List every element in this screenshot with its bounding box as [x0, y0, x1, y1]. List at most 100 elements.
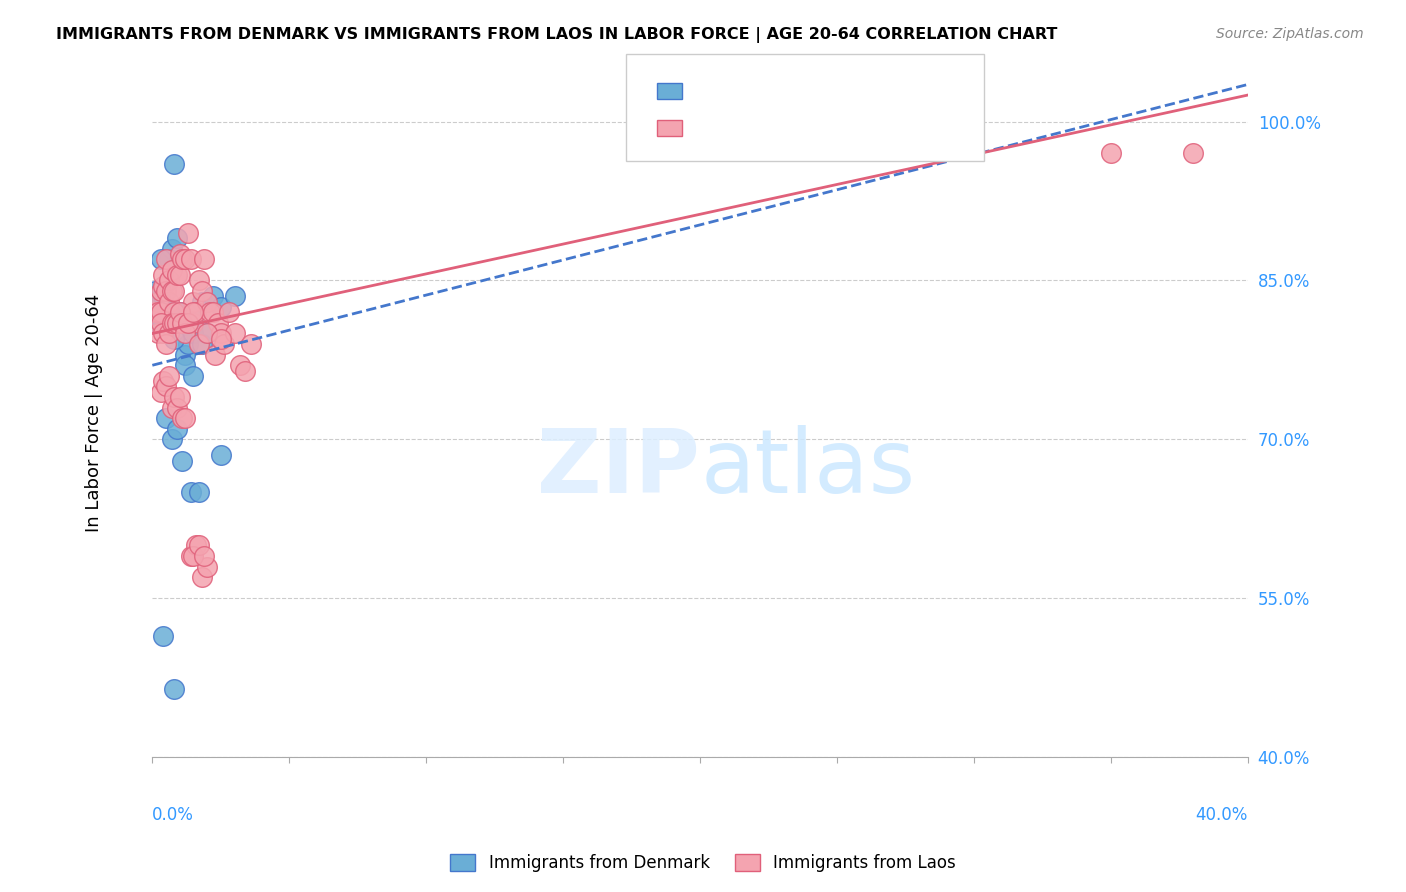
Point [212, 337, 235, 351]
Point [198, 305, 221, 319]
Point [169, 316, 191, 330]
Point [187, 538, 209, 552]
Point [146, 305, 169, 319]
Point [218, 305, 240, 319]
Point [160, 401, 183, 415]
Point [180, 485, 202, 500]
Point [183, 305, 205, 319]
Point [157, 368, 180, 383]
Point [201, 305, 224, 319]
Point [174, 358, 197, 372]
Point [183, 326, 205, 341]
Point [166, 268, 188, 283]
Point [195, 294, 218, 309]
Point [186, 305, 208, 319]
Text: ZIP: ZIP [537, 425, 700, 512]
Point [186, 538, 208, 552]
Point [190, 570, 212, 584]
Point [166, 401, 188, 415]
Point [193, 549, 215, 563]
Point [190, 337, 212, 351]
Point [160, 284, 183, 298]
Text: Source: ZipAtlas.com: Source: ZipAtlas.com [1216, 27, 1364, 41]
Point [180, 252, 202, 267]
Point [163, 316, 186, 330]
Point [209, 300, 232, 314]
Point [152, 326, 174, 341]
Point [152, 289, 174, 303]
Text: IMMIGRANTS FROM DENMARK VS IMMIGRANTS FROM LAOS IN LABOR FORCE | AGE 20-64 CORRE: IMMIGRANTS FROM DENMARK VS IMMIGRANTS FR… [56, 27, 1057, 43]
Point [187, 273, 209, 287]
Point [172, 316, 194, 330]
Point [152, 268, 174, 283]
Point [1099, 146, 1122, 161]
Point [155, 284, 177, 298]
Point [146, 316, 169, 330]
Point [152, 628, 174, 642]
Point [163, 305, 186, 319]
Y-axis label: In Labor Force | Age 20-64: In Labor Force | Age 20-64 [84, 293, 103, 533]
Point [146, 326, 169, 341]
Point [157, 294, 180, 309]
Point [183, 368, 205, 383]
Point [174, 411, 197, 425]
Point [187, 485, 209, 500]
Point [177, 316, 200, 330]
Text: N = 39: N = 39 [848, 80, 911, 98]
Point [239, 337, 262, 351]
Point [235, 363, 257, 377]
Point [209, 332, 232, 346]
Point [155, 379, 177, 393]
Point [195, 326, 218, 341]
Point [187, 337, 209, 351]
Point [172, 252, 194, 267]
Point [163, 157, 186, 171]
Point [1182, 146, 1205, 161]
Text: R = 0.245: R = 0.245 [693, 80, 783, 98]
Point [160, 263, 183, 277]
Text: N = 75: N = 75 [848, 117, 911, 135]
Point [160, 316, 183, 330]
Point [160, 433, 183, 447]
Point [183, 316, 205, 330]
Point [195, 559, 218, 574]
Point [190, 284, 212, 298]
Point [157, 273, 180, 287]
Point [169, 247, 191, 261]
Point [163, 390, 186, 404]
Point [224, 326, 246, 341]
Point [195, 294, 218, 309]
Point [157, 305, 180, 319]
Point [155, 300, 177, 314]
Point [183, 294, 205, 309]
Point [149, 294, 172, 309]
Point [195, 326, 218, 341]
Point [143, 305, 166, 319]
Point [152, 374, 174, 388]
Point [146, 294, 169, 309]
Point [157, 252, 180, 267]
Point [169, 390, 191, 404]
Point [174, 348, 197, 362]
Point [157, 326, 180, 341]
Point [209, 448, 232, 462]
Point [166, 422, 188, 436]
Point [152, 316, 174, 330]
Point [177, 337, 200, 351]
Point [155, 411, 177, 425]
Point [163, 332, 186, 346]
Point [163, 681, 186, 696]
Point [152, 278, 174, 293]
Point [169, 305, 191, 319]
Point [149, 305, 172, 319]
Point [143, 284, 166, 298]
Point [149, 316, 172, 330]
Text: 0.0%: 0.0% [152, 805, 194, 823]
Point [174, 326, 197, 341]
Point [172, 316, 194, 330]
Point [169, 305, 191, 319]
Legend: Immigrants from Denmark, Immigrants from Laos: Immigrants from Denmark, Immigrants from… [443, 847, 963, 879]
Point [166, 316, 188, 330]
Point [169, 268, 191, 283]
Point [180, 549, 202, 563]
